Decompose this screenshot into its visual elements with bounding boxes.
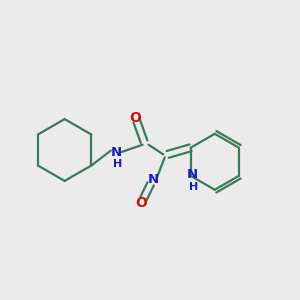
Text: N: N [111, 146, 122, 159]
Text: N: N [187, 168, 198, 181]
Text: O: O [135, 196, 147, 210]
Text: N: N [147, 173, 158, 186]
Text: O: O [129, 111, 141, 125]
Text: H: H [189, 182, 198, 192]
Text: H: H [113, 159, 122, 170]
